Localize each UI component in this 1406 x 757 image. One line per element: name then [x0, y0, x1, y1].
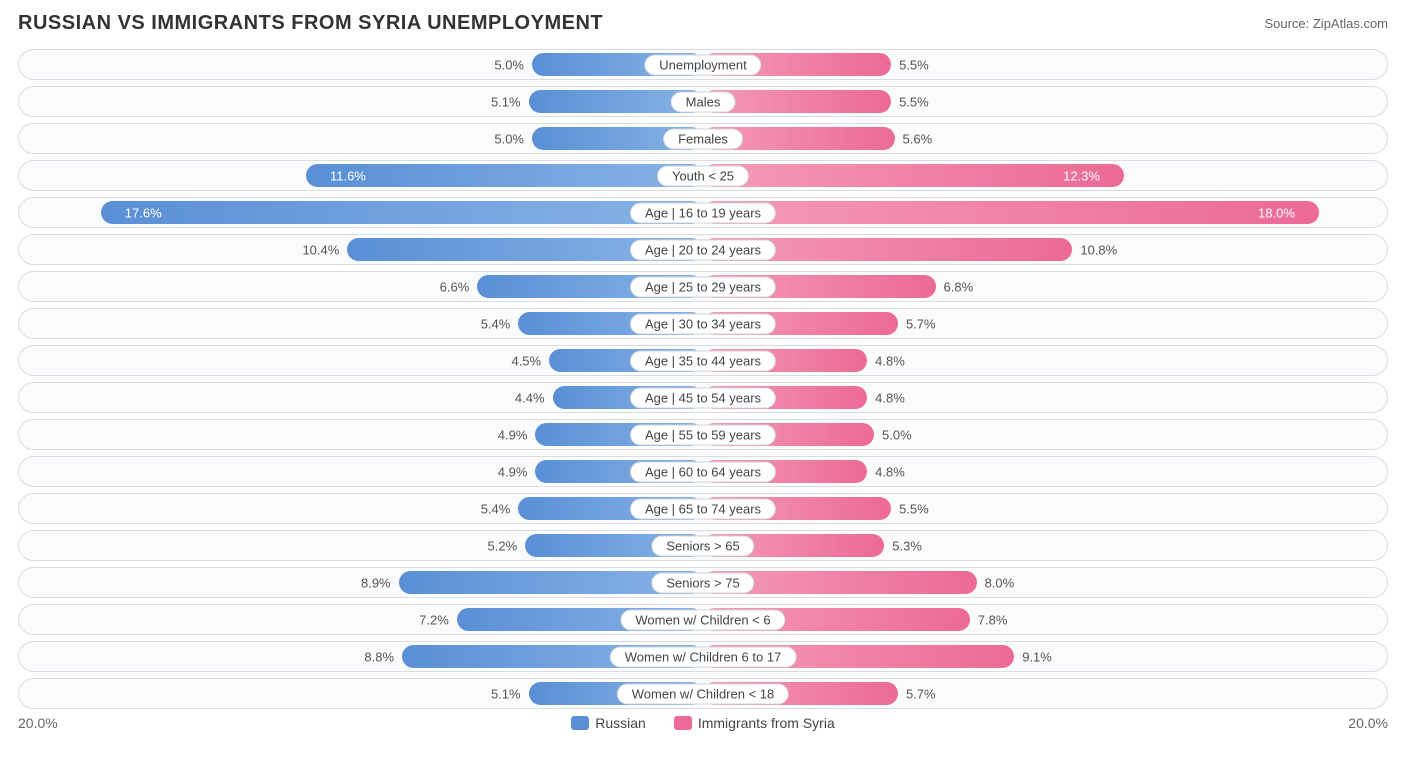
category-label: Youth < 25 [657, 165, 749, 186]
legend-item-left: Russian [571, 715, 646, 731]
legend-label-right: Immigrants from Syria [698, 715, 835, 731]
chart-row: 5.4% 5.5% Age | 65 to 74 years [18, 493, 1388, 524]
value-label-left: 5.1% [491, 94, 529, 109]
legend-label-left: Russian [595, 715, 646, 731]
value-label-right: 5.7% [898, 686, 936, 701]
value-label-right: 10.8% [1072, 242, 1117, 257]
legend-swatch-left [571, 716, 589, 730]
value-label-right: 4.8% [867, 464, 905, 479]
value-label-right: 5.5% [891, 57, 929, 72]
bar-right [703, 164, 1124, 187]
category-label: Women w/ Children 6 to 17 [610, 646, 797, 667]
category-label: Seniors > 65 [651, 535, 754, 556]
category-label: Unemployment [644, 54, 761, 75]
value-label-left: 4.9% [498, 464, 536, 479]
category-label: Age | 30 to 34 years [630, 313, 776, 334]
category-label: Age | 20 to 24 years [630, 239, 776, 260]
bar-right [703, 201, 1319, 224]
value-label-left: 5.0% [494, 57, 532, 72]
value-label-left: 11.6% [320, 168, 366, 183]
chart-legend: Russian Immigrants from Syria [78, 715, 1328, 731]
chart-row: 8.8% 9.1% Women w/ Children 6 to 17 [18, 641, 1388, 672]
value-label-left: 10.4% [302, 242, 347, 257]
value-label-right: 5.7% [898, 316, 936, 331]
chart-footer: 20.0% Russian Immigrants from Syria 20.0… [18, 715, 1388, 731]
bar-left [101, 201, 703, 224]
category-label: Women w/ Children < 6 [620, 609, 785, 630]
category-label: Age | 60 to 64 years [630, 461, 776, 482]
category-label: Age | 55 to 59 years [630, 424, 776, 445]
value-label-left: 4.9% [498, 427, 536, 442]
value-label-left: 7.2% [419, 612, 457, 627]
chart-row: 17.6% 18.0% Age | 16 to 19 years [18, 197, 1388, 228]
chart-row: 6.6% 6.8% Age | 25 to 29 years [18, 271, 1388, 302]
category-label: Females [663, 128, 743, 149]
value-label-left: 8.8% [364, 649, 402, 664]
value-label-left: 6.6% [440, 279, 478, 294]
category-label: Age | 16 to 19 years [630, 202, 776, 223]
value-label-right: 7.8% [970, 612, 1008, 627]
chart-row: 11.6% 12.3% Youth < 25 [18, 160, 1388, 191]
value-label-left: 4.4% [515, 390, 553, 405]
chart-row: 7.2% 7.8% Women w/ Children < 6 [18, 604, 1388, 635]
chart-row: 5.1% 5.5% Males [18, 86, 1388, 117]
value-label-right: 5.5% [891, 94, 929, 109]
category-label: Women w/ Children < 18 [617, 683, 789, 704]
value-label-right: 9.1% [1014, 649, 1052, 664]
chart-row: 4.5% 4.8% Age | 35 to 44 years [18, 345, 1388, 376]
category-label: Age | 45 to 54 years [630, 387, 776, 408]
value-label-left: 5.4% [481, 501, 519, 516]
value-label-left: 8.9% [361, 575, 399, 590]
value-label-right: 5.5% [891, 501, 929, 516]
category-label: Age | 65 to 74 years [630, 498, 776, 519]
value-label-right: 12.3% [1063, 168, 1110, 183]
category-label: Age | 25 to 29 years [630, 276, 776, 297]
chart-row: 8.9% 8.0% Seniors > 75 [18, 567, 1388, 598]
value-label-right: 6.8% [936, 279, 974, 294]
value-label-left: 4.5% [511, 353, 549, 368]
chart-row: 10.4% 10.8% Age | 20 to 24 years [18, 234, 1388, 265]
value-label-right: 5.3% [884, 538, 922, 553]
chart-row: 5.4% 5.7% Age | 30 to 34 years [18, 308, 1388, 339]
category-label: Age | 35 to 44 years [630, 350, 776, 371]
chart-title: RUSSIAN VS IMMIGRANTS FROM SYRIA UNEMPLO… [18, 12, 603, 35]
chart-header: RUSSIAN VS IMMIGRANTS FROM SYRIA UNEMPLO… [18, 12, 1388, 35]
chart-row: 5.1% 5.7% Women w/ Children < 18 [18, 678, 1388, 709]
value-label-left: 5.0% [494, 131, 532, 146]
value-label-left: 5.2% [488, 538, 526, 553]
chart-row: 4.9% 4.8% Age | 60 to 64 years [18, 456, 1388, 487]
chart-area: 5.0% 5.5% Unemployment 5.1% 5.5% Males 5.0% 5.6… [18, 49, 1388, 709]
category-label: Males [671, 91, 736, 112]
legend-item-right: Immigrants from Syria [674, 715, 835, 731]
value-label-left: 5.4% [481, 316, 519, 331]
axis-max-right: 20.0% [1328, 715, 1388, 731]
axis-max-left: 20.0% [18, 715, 78, 731]
value-label-right: 8.0% [977, 575, 1015, 590]
chart-row: 4.9% 5.0% Age | 55 to 59 years [18, 419, 1388, 450]
legend-swatch-right [674, 716, 692, 730]
value-label-left: 5.1% [491, 686, 529, 701]
chart-source: Source: ZipAtlas.com [1264, 16, 1388, 31]
chart-row: 5.0% 5.6% Females [18, 123, 1388, 154]
value-label-right: 5.6% [895, 131, 933, 146]
value-label-right: 4.8% [867, 353, 905, 368]
chart-row: 5.0% 5.5% Unemployment [18, 49, 1388, 80]
value-label-left: 17.6% [115, 205, 162, 220]
value-label-right: 5.0% [874, 427, 912, 442]
chart-row: 4.4% 4.8% Age | 45 to 54 years [18, 382, 1388, 413]
chart-row: 5.2% 5.3% Seniors > 65 [18, 530, 1388, 561]
value-label-right: 18.0% [1258, 205, 1305, 220]
category-label: Seniors > 75 [651, 572, 754, 593]
value-label-right: 4.8% [867, 390, 905, 405]
